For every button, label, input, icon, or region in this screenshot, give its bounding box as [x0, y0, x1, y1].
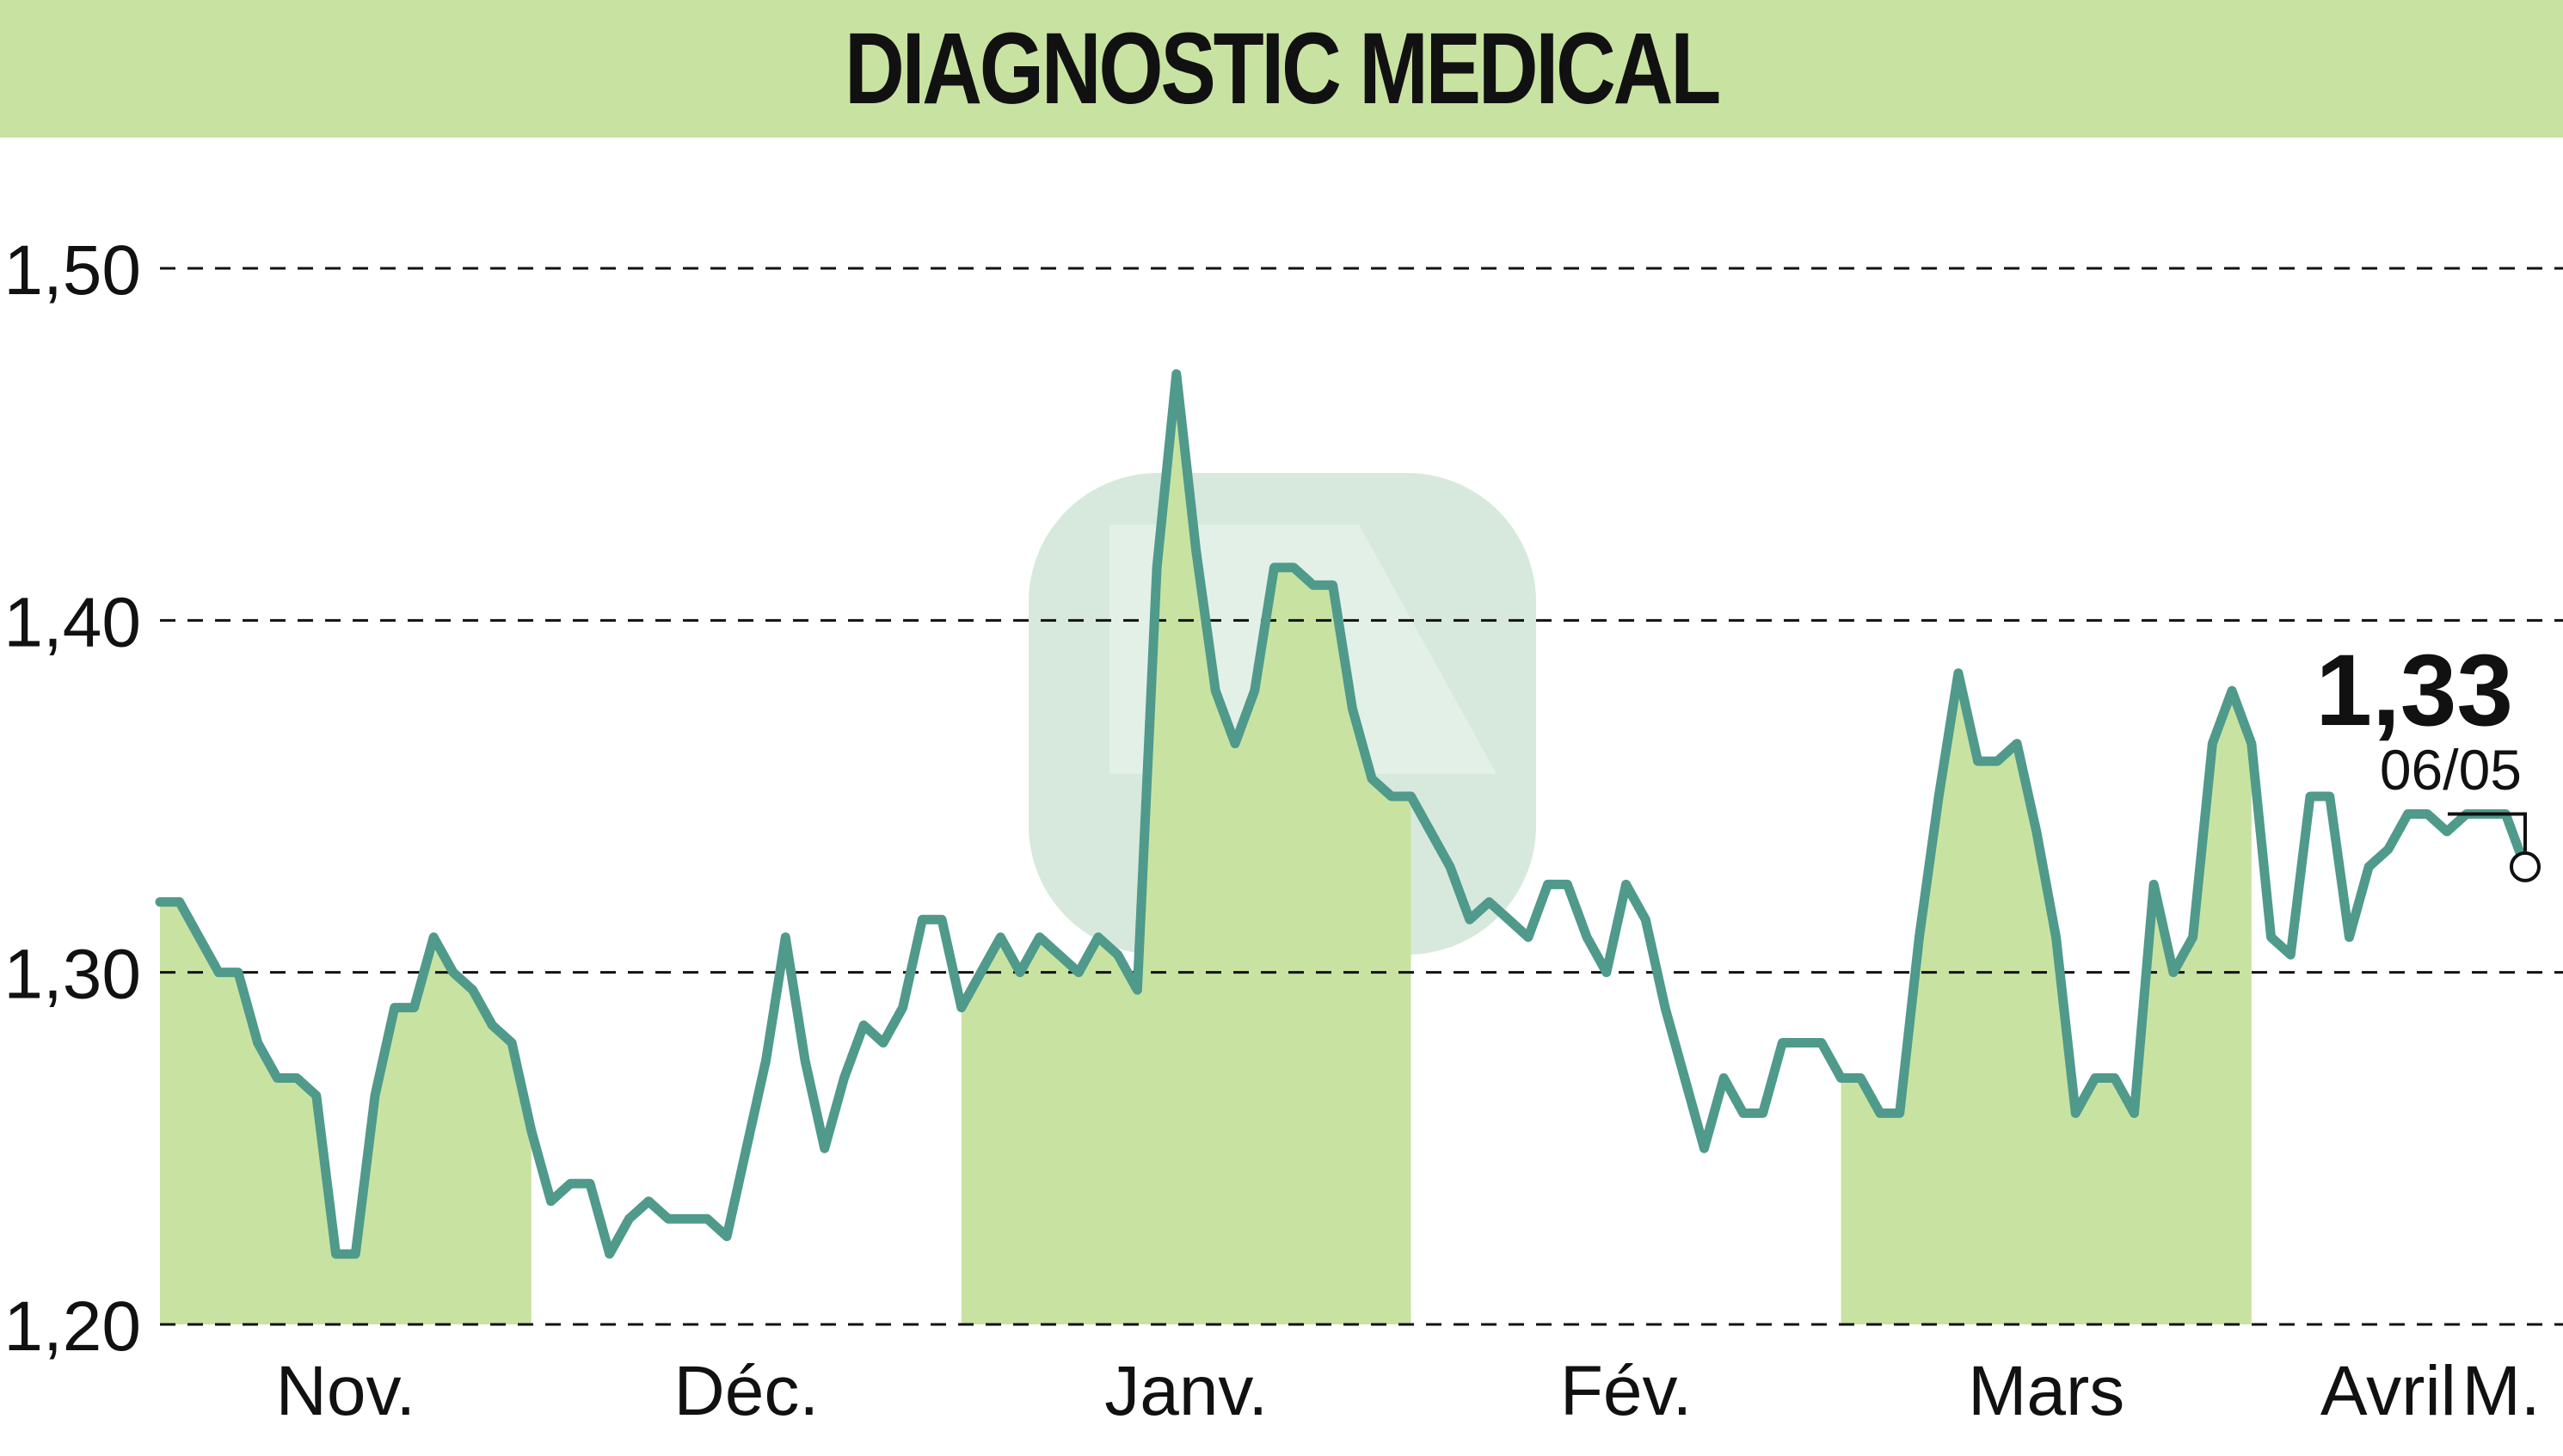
x-tick-label: Déc.: [674, 1352, 820, 1430]
last-value-bracket: [2448, 812, 2527, 851]
x-tick-label: Mars: [1968, 1352, 2124, 1430]
grid-lines: [160, 267, 2563, 1326]
y-tick-label: 1,30: [3, 936, 141, 1014]
x-tick-label: Nov.: [276, 1352, 416, 1430]
shade-mars: [1841, 673, 2252, 1324]
title-band: [0, 0, 2563, 138]
month-shading: [160, 373, 2252, 1324]
shade-nov: [160, 901, 532, 1324]
chart-title: DIAGNOSTIC MEDICAL: [844, 12, 1721, 126]
price-series: [155, 369, 2530, 1259]
last-value-label: 1,33: [2315, 634, 2513, 747]
last-point-marker: [2510, 851, 2541, 882]
x-tick-label: Avril: [2320, 1352, 2456, 1430]
y-tick-label: 1,50: [3, 231, 141, 310]
last-date-label: 06/05: [2380, 738, 2522, 802]
x-tick-label: M.: [2462, 1352, 2540, 1430]
y-tick-label: 1,20: [3, 1287, 141, 1366]
x-tick-label: Janv.: [1104, 1352, 1268, 1430]
x-tick-label: Fév.: [1560, 1352, 1692, 1430]
y-axis: 1,50 1,40 1,30 1,20: [3, 231, 141, 1366]
price-line: [155, 369, 2530, 1259]
y-tick-label: 1,40: [3, 583, 141, 661]
shade-janv: [961, 373, 1411, 1324]
last-value-annotation: 1,33 06/05: [2315, 634, 2541, 882]
x-axis: Nov. Déc. Janv. Fév. Mars Avril M.: [276, 1352, 2541, 1430]
